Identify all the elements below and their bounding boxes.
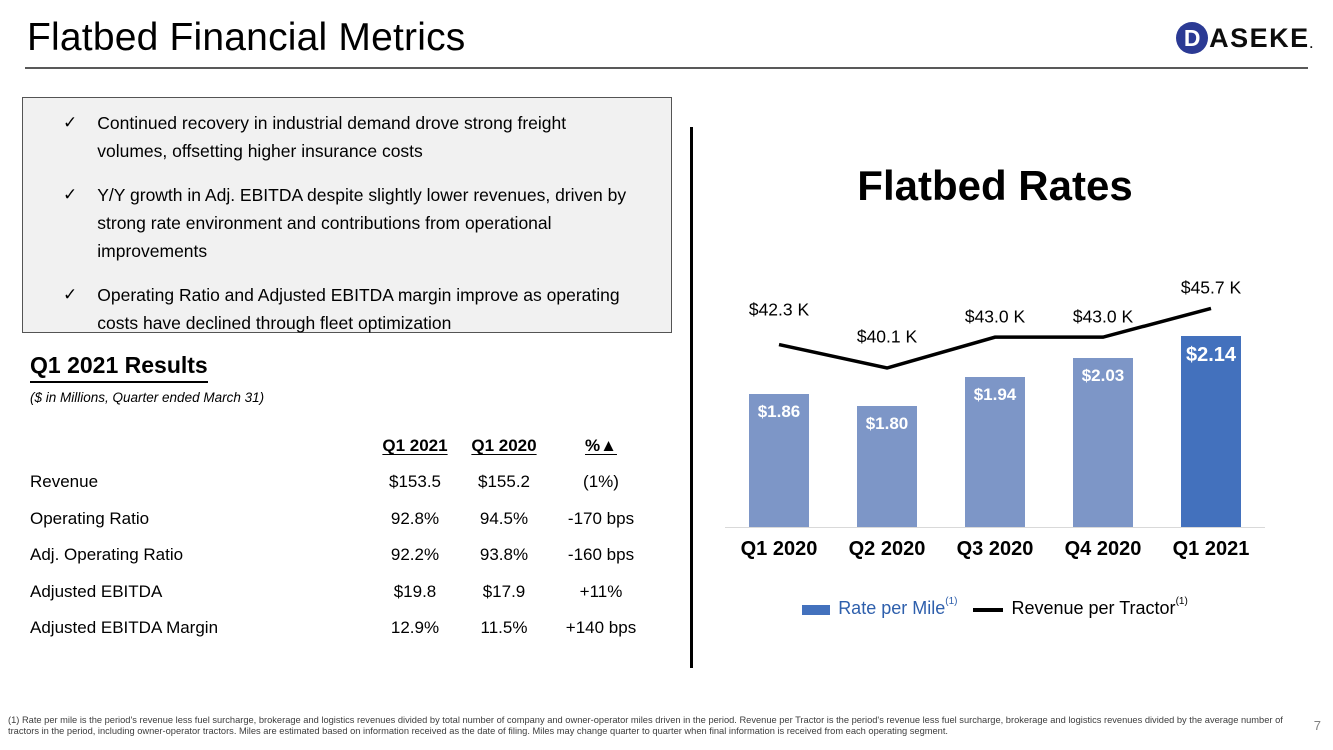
column-header: Q1 2020	[471, 436, 537, 455]
bar-value-label: $2.03	[1081, 366, 1125, 386]
bar-value-label: $1.86	[757, 401, 801, 421]
results-table: Q1 2021 Q1 2020 %▲ Revenue $153.5 $155.2 (1%) O…	[30, 428, 654, 647]
table-cell-change: (1%)	[583, 472, 619, 492]
table-cell-label: Adj. Operating Ratio	[30, 545, 184, 565]
footnote: (1) Rate per mile is the period's revenu…	[8, 715, 1283, 736]
checkmark-icon: ✓	[63, 285, 78, 304]
highlight-text: Continued recovery in industrial demand …	[97, 113, 567, 161]
bar-q2-2020: $1.80	[857, 405, 917, 527]
table-cell-label: Adjusted EBITDA	[30, 581, 163, 601]
bar-value-label: $2.14	[1185, 343, 1237, 366]
legend-item-rate-per-mile: Rate per Mile (1)	[802, 596, 958, 619]
table-cell-q1_2021: 12.9%	[390, 618, 440, 638]
bar-q1-2020: $1.86	[749, 393, 809, 527]
highlight-bullet: ✓ Continued recovery in industrial demand…	[63, 109, 633, 165]
highlight-bullet: ✓ Operating Ratio and Adjusted EBITDA mar…	[63, 281, 633, 337]
line-value-label: $43.0 K	[964, 306, 1026, 327]
logo-mark: .	[1309, 37, 1313, 51]
column-header: %▲	[585, 436, 617, 455]
legend-footnote-ref: (1)	[1175, 596, 1188, 607]
bar-value-label: $1.80	[865, 413, 909, 433]
table-cell-q1_2020: 93.8%	[479, 545, 529, 565]
legend-label: Rate per Mile	[838, 598, 946, 618]
table-cell-q1_2020: 11.5%	[480, 618, 528, 638]
table-row: Adj. Operating Ratio 92.2% 93.8% -160 bps	[30, 537, 654, 574]
bar-value-label: $1.94	[973, 384, 1017, 404]
logo-d-icon: D	[1176, 22, 1209, 54]
chart-legend: Rate per Mile (1) Revenue per Tractor (1…	[725, 596, 1265, 619]
legend-label: Revenue per Tractor	[1011, 598, 1176, 618]
highlight-text: Y/Y growth in Adj. EBITDA despite slight…	[97, 185, 627, 261]
daseke-logo: D ASEKE.	[1176, 22, 1313, 54]
table-cell-q1_2020: 94.5%	[479, 508, 529, 528]
line-value-label: $45.7 K	[1180, 277, 1242, 298]
table-row: Revenue $153.5 $155.2 (1%)	[30, 464, 654, 501]
table-row: Operating Ratio 92.8% 94.5% -170 bps	[30, 501, 654, 538]
table-cell-q1_2021: 92.2%	[390, 545, 440, 565]
chart-category-axis: Q1 2020 Q2 2020 Q3 2020 Q4 2020 Q1 2021	[725, 538, 1265, 564]
category-label: Q2 2020	[848, 538, 926, 560]
table-cell-q1_2021: $153.5	[389, 472, 441, 492]
table-cell-q1_2020: $155.2	[478, 472, 530, 492]
revenue-per-tractor-swatch-icon	[973, 608, 1004, 612]
line-value-label: $43.0 K	[1072, 306, 1134, 327]
table-cell-change: -160 bps	[567, 545, 635, 565]
table-header-row: Q1 2021 Q1 2020 %▲	[30, 428, 654, 464]
highlight-bullet: ✓ Y/Y growth in Adj. EBITDA despite sligh…	[63, 181, 633, 265]
revenue-per-tractor-line	[778, 306, 1212, 370]
legend-item-revenue-per-tractor: Revenue per Tractor (1)	[973, 596, 1188, 619]
checkmark-icon: ✓	[63, 113, 78, 132]
flatbed-rates-chart: $1.86 $42.3 K $1.80 $40.1 K $1.94 $43.0 K $2.0…	[725, 270, 1265, 528]
table-cell-change: +140 bps	[565, 618, 637, 638]
vertical-divider	[690, 127, 693, 668]
results-subtitle: ($ in Millions, Quarter ended March 31)	[30, 390, 265, 405]
table-cell-label: Operating Ratio	[30, 508, 150, 528]
bar-q4-2020: $2.03	[1073, 358, 1133, 527]
rate-per-mile-swatch-icon	[802, 605, 831, 615]
page-number: 7	[1313, 718, 1321, 733]
line-value-label: $42.3 K	[748, 299, 810, 320]
header-divider	[25, 67, 1308, 69]
bar-q3-2020: $1.94	[965, 376, 1025, 527]
category-label: Q1 2020	[740, 538, 818, 560]
table-cell-label: Revenue	[30, 472, 99, 492]
table-cell-q1_2021: $19.8	[393, 581, 437, 601]
chart-title: Flatbed Rates	[857, 162, 1133, 209]
chart-baseline	[725, 526, 1265, 528]
table-cell-q1_2020: $17.9	[482, 581, 526, 601]
table-row: Adjusted EBITDA $19.8 $17.9 +11%	[30, 574, 654, 611]
category-label: Q1 2021	[1172, 538, 1250, 560]
table-cell-label: Adjusted EBITDA Margin	[30, 618, 219, 638]
highlights-box: ✓ Continued recovery in industrial demand…	[22, 97, 672, 333]
results-heading: Q1 2021 Results	[30, 352, 208, 383]
table-row: Adjusted EBITDA Margin 12.9% 11.5% +140 bps	[30, 610, 654, 647]
column-header: Q1 2021	[382, 436, 448, 455]
legend-footnote-ref: (1)	[945, 596, 958, 607]
category-label: Q4 2020	[1064, 538, 1142, 560]
bar-q1-2021: $2.14	[1181, 335, 1241, 527]
category-label: Q3 2020	[956, 538, 1034, 560]
page-title: Flatbed Financial Metrics	[27, 16, 466, 59]
line-value-label: $40.1 K	[856, 326, 918, 347]
logo-text: ASEKE	[1209, 22, 1310, 53]
table-cell-change: +11%	[579, 581, 623, 601]
checkmark-icon: ✓	[63, 185, 78, 204]
table-cell-change: -170 bps	[567, 508, 635, 528]
highlight-text: Operating Ratio and Adjusted EBITDA marg…	[97, 285, 620, 333]
table-cell-q1_2021: 92.8%	[390, 508, 440, 528]
